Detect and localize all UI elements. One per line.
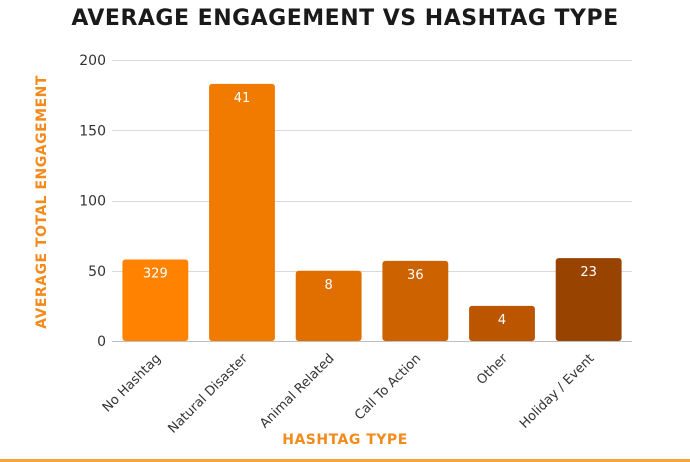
bottom-rule	[0, 459, 690, 462]
x-tick-label: Holiday / Event	[517, 351, 597, 431]
x-tick-label: No Hashtag	[100, 351, 164, 415]
x-tick-label: Other	[474, 351, 511, 388]
x-tick-label: Animal Related	[257, 351, 337, 431]
y-tick-label: 100	[79, 194, 106, 210]
data-label: 23	[580, 265, 597, 280]
bar	[382, 260, 449, 341]
bar	[469, 305, 535, 341]
y-tick-label: 50	[88, 264, 106, 280]
bar	[555, 258, 622, 341]
bar	[295, 270, 362, 341]
x-tick-label: Call To Action	[352, 351, 424, 423]
data-label: 41	[234, 91, 251, 106]
bar	[209, 83, 275, 341]
data-label: 8	[325, 278, 333, 293]
data-label: 4	[498, 313, 506, 328]
chart-title: AVERAGE ENGAGEMENT VS HASHTAG TYPE	[71, 6, 619, 31]
data-label: 329	[143, 267, 168, 282]
x-tick-label: Natural Disaster	[166, 351, 252, 437]
y-tick-label: 0	[97, 334, 106, 350]
y-tick-label: 200	[79, 53, 106, 69]
y-tick-label: 150	[79, 123, 106, 139]
x-axis-title: HASHTAG TYPE	[282, 432, 408, 448]
data-label: 36	[407, 268, 424, 283]
bar	[122, 259, 189, 341]
